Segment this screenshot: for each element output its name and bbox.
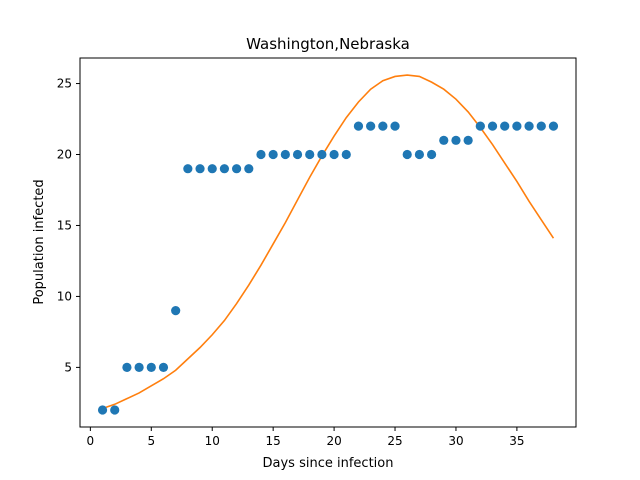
data-point bbox=[219, 164, 230, 174]
plot-background bbox=[80, 58, 576, 427]
x-tick-label: 0 bbox=[87, 434, 95, 448]
data-point bbox=[402, 149, 412, 160]
data-point bbox=[353, 121, 364, 131]
data-points-layer bbox=[97, 121, 559, 415]
data-point bbox=[268, 149, 278, 160]
data-point bbox=[463, 135, 473, 145]
x-axis-label: Days since infection bbox=[263, 456, 394, 471]
data-point bbox=[378, 121, 388, 131]
data-point bbox=[292, 149, 303, 160]
data-point bbox=[232, 164, 242, 174]
y-tick-label: 10 bbox=[57, 289, 72, 303]
data-point bbox=[280, 149, 290, 160]
data-point bbox=[524, 121, 534, 131]
data-point bbox=[414, 149, 424, 160]
data-point bbox=[329, 149, 339, 160]
data-point bbox=[451, 135, 461, 145]
y-axis-ticks: 5 10 15 20 25 bbox=[57, 77, 80, 374]
data-point bbox=[244, 164, 254, 174]
data-point bbox=[500, 121, 510, 131]
data-point bbox=[512, 121, 522, 131]
data-point bbox=[366, 121, 376, 131]
data-point bbox=[183, 164, 193, 174]
y-tick-label: 15 bbox=[57, 218, 72, 232]
y-tick-label: 25 bbox=[57, 77, 72, 91]
data-point bbox=[122, 362, 132, 372]
data-point bbox=[487, 121, 498, 131]
data-point bbox=[97, 405, 108, 415]
data-point bbox=[475, 121, 485, 131]
data-point bbox=[548, 121, 559, 131]
x-tick-label: 25 bbox=[387, 434, 402, 448]
data-point bbox=[341, 149, 351, 160]
data-point bbox=[317, 149, 327, 160]
y-tick-label: 20 bbox=[57, 148, 72, 162]
data-point bbox=[110, 405, 120, 415]
y-tick-label: 5 bbox=[64, 360, 72, 374]
data-point bbox=[426, 149, 437, 160]
data-point bbox=[207, 164, 217, 174]
x-tick-label: 15 bbox=[266, 434, 281, 448]
data-point bbox=[146, 362, 156, 372]
x-tick-label: 30 bbox=[448, 434, 463, 448]
data-point bbox=[390, 121, 400, 131]
data-point bbox=[305, 149, 315, 160]
x-tick-label: 20 bbox=[326, 434, 341, 448]
data-point bbox=[158, 362, 169, 372]
data-point bbox=[256, 149, 266, 160]
data-point bbox=[439, 135, 449, 145]
data-point bbox=[195, 164, 205, 174]
x-tick-label: 5 bbox=[147, 434, 155, 448]
data-point bbox=[134, 362, 144, 372]
y-axis-label: Population infected bbox=[32, 179, 47, 304]
plot-frame bbox=[79, 57, 577, 428]
x-tick-label: 35 bbox=[509, 434, 524, 448]
x-axis-ticks: 0 5 10 15 20 25 30 35 bbox=[87, 427, 525, 448]
x-tick-label: 10 bbox=[205, 434, 220, 448]
data-point bbox=[536, 121, 546, 131]
data-point bbox=[171, 306, 181, 316]
chart-title: Washington,Nebraska bbox=[246, 35, 410, 53]
